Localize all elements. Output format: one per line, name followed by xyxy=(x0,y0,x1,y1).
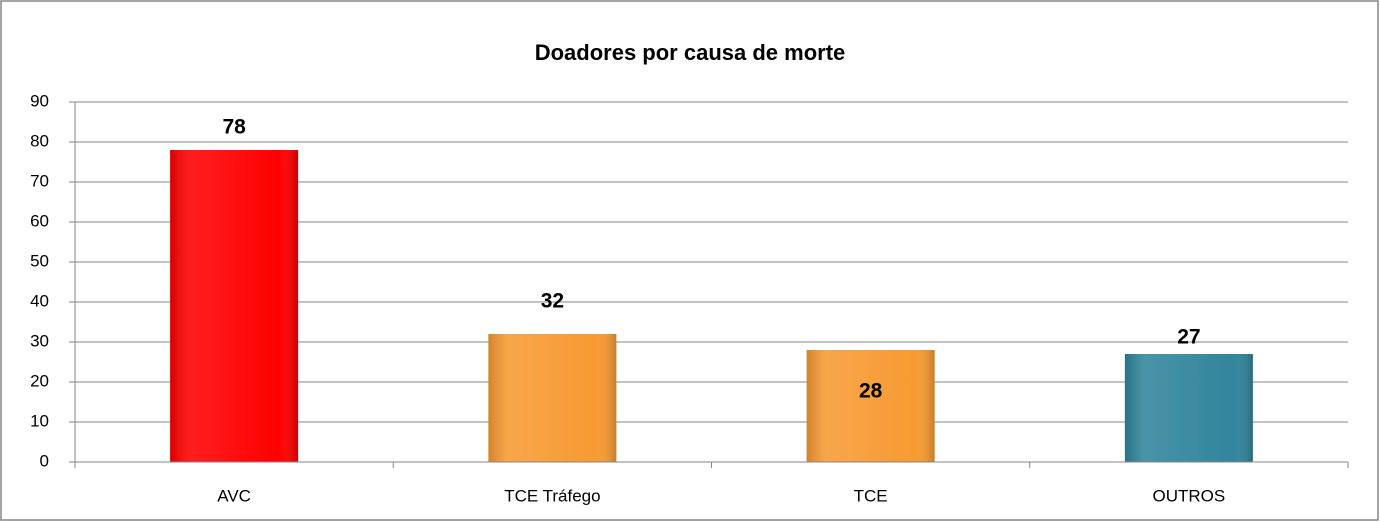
x-tick-label: TCE Tráfego xyxy=(504,486,600,505)
y-tick-label: 60 xyxy=(30,211,49,230)
bar-shade xyxy=(488,334,617,462)
data-label: 32 xyxy=(541,290,564,313)
y-tick-label: 50 xyxy=(30,251,49,270)
y-tick-label: 40 xyxy=(30,291,49,310)
y-tick-label: 10 xyxy=(30,411,49,430)
y-tick-label: 20 xyxy=(30,371,49,390)
bar-shade xyxy=(170,150,299,462)
chart-title: Doadores por causa de morte xyxy=(535,40,846,65)
data-label: 28 xyxy=(859,380,883,403)
data-label: 78 xyxy=(222,116,246,139)
y-tick-label: 80 xyxy=(30,131,49,150)
y-tick-label: 0 xyxy=(40,451,49,470)
y-tick-label: 30 xyxy=(30,331,49,350)
x-tick-label: OUTROS xyxy=(1153,486,1226,505)
y-tick-label: 90 xyxy=(30,91,49,110)
y-tick-label: 70 xyxy=(30,171,49,190)
bar-shade xyxy=(1124,354,1253,462)
data-label: 27 xyxy=(1177,326,1200,349)
bar-shade xyxy=(806,350,935,462)
x-tick-label: AVC xyxy=(217,486,251,505)
x-tick-label: TCE xyxy=(854,486,888,505)
